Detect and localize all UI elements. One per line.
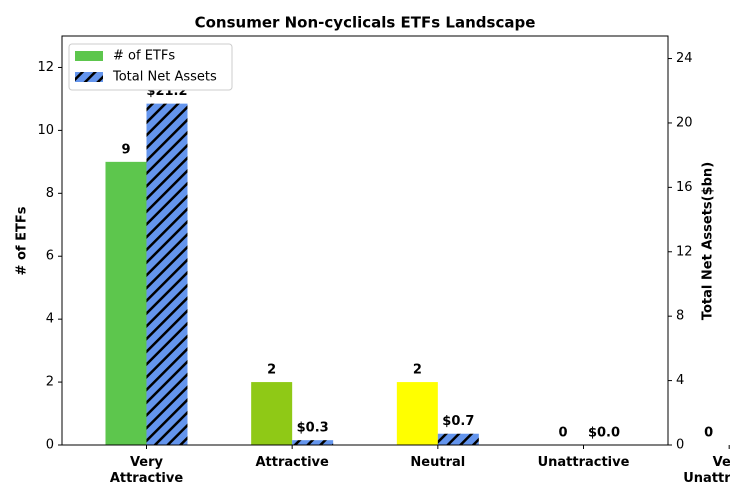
value-label: 9 bbox=[121, 142, 130, 157]
y-tick-label: 4 bbox=[46, 312, 54, 327]
legend-swatch bbox=[75, 51, 103, 61]
y2-tick-label: 12 bbox=[676, 244, 693, 259]
bar bbox=[396, 382, 438, 445]
bar bbox=[105, 161, 147, 445]
y-tick-label: 2 bbox=[46, 375, 54, 390]
value-label: $0.7 bbox=[442, 414, 474, 429]
value-label: 0 bbox=[558, 426, 567, 441]
y2-tick-label: 4 bbox=[676, 373, 684, 388]
y2-tick-label: 0 bbox=[676, 438, 684, 453]
legend-swatch bbox=[75, 72, 103, 82]
plot-frame bbox=[61, 35, 669, 446]
y2-tick-label: 8 bbox=[676, 309, 684, 324]
y2-axis-label: Total Net Assets($bn) bbox=[701, 162, 716, 320]
y-tick-label: 0 bbox=[46, 438, 54, 453]
y2-tick-label: 24 bbox=[676, 51, 693, 66]
value-label: $0.0 bbox=[588, 426, 620, 441]
y-axis-label: # of ETFs bbox=[15, 206, 30, 275]
legend-label: # of ETFs bbox=[113, 49, 175, 64]
x-tick-label: Neutral bbox=[410, 455, 465, 470]
x-tick-label: Very Attractive bbox=[110, 455, 184, 486]
x-tick-label: Attractive bbox=[255, 455, 329, 470]
bar bbox=[292, 440, 334, 445]
bar bbox=[251, 382, 293, 445]
x-tick-label: Unattractive bbox=[538, 455, 630, 470]
value-label: $0.3 bbox=[297, 421, 329, 436]
value-label: 2 bbox=[267, 363, 276, 378]
value-label: 0 bbox=[704, 426, 713, 441]
x-tick-label: VeryUnattractive bbox=[683, 455, 730, 486]
legend-box bbox=[68, 43, 233, 91]
y2-tick-label: 16 bbox=[676, 180, 693, 195]
y-tick-label: 12 bbox=[37, 60, 54, 75]
value-label: 2 bbox=[413, 363, 422, 378]
legend-label: Total Net Assets bbox=[112, 70, 217, 85]
bar bbox=[146, 103, 188, 446]
y-tick-label: 10 bbox=[37, 123, 54, 138]
chart-title: Consumer Non-cyclicals ETFs Landscape bbox=[195, 14, 536, 32]
y-tick-label: 6 bbox=[46, 249, 54, 264]
y2-tick-label: 20 bbox=[676, 115, 693, 130]
y-tick-label: 8 bbox=[46, 186, 54, 201]
bar bbox=[437, 433, 479, 445]
